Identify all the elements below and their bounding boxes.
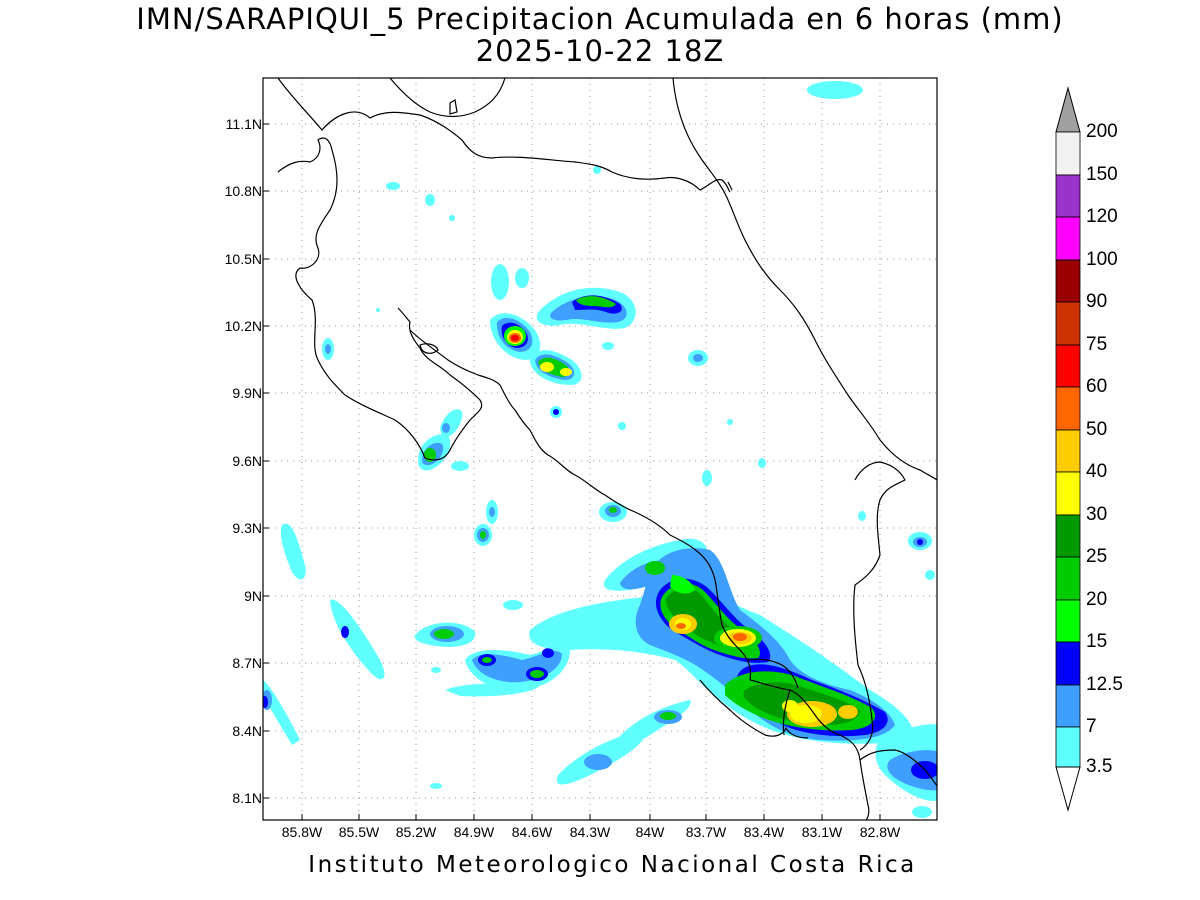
coastlines [277,78,937,820]
lat-label: 8.7N [232,655,262,671]
lat-label: 10.2N [224,318,262,334]
lon-label: 82.8W [859,824,901,840]
map-title: IMN/SARAPIQUI_5 Precipitacion Acumulada … [136,2,1064,36]
lat-label: 8.4N [232,723,262,739]
lon-label: 84W [635,824,665,840]
colorbar-label: 30 [1086,504,1108,525]
lon-label: 84.6W [511,824,553,840]
lat-label: 9.6N [232,453,262,469]
colorbar-label: 75 [1086,334,1108,355]
colorbar-label: 25 [1086,546,1108,567]
colorbar-label: 120 [1086,206,1118,227]
lon-label: 85.2W [395,824,437,840]
colorbar-label: 60 [1086,376,1108,397]
lon-label: 84.9W [453,824,495,840]
colorbar-label: 12.5 [1086,674,1123,695]
colorbar-label: 150 [1086,164,1118,185]
colorbar-label: 90 [1086,291,1108,312]
lat-label: 9N [244,588,262,604]
lat-label: 8.1N [232,790,262,806]
colorbar-label: 20 [1086,589,1108,610]
colorbar-label: 50 [1086,419,1108,440]
lat-label: 9.3N [232,520,262,536]
colorbar-label: 15 [1086,631,1108,652]
lon-label: 83.1W [801,824,843,840]
colorbar-label: 40 [1086,461,1108,482]
colorbar-min-arrow [1055,766,1081,812]
colorbar [1055,86,1081,812]
colorbar-label: 3.5 [1086,756,1113,777]
lat-label: 10.5N [224,251,262,267]
colorbar-label: 100 [1086,249,1118,270]
credit-text: Instituto Meteorologico Nacional Costa R… [308,852,917,878]
lon-label: 84.3W [569,824,611,840]
colorbar-max-arrow [1055,86,1081,133]
colorbar-label: 200 [1086,121,1118,142]
map-subtitle: 2025-10-22 18Z [475,34,725,68]
lat-label: 9.9N [232,385,262,401]
lon-label: 83.7W [685,824,727,840]
precipitation-field [263,81,937,818]
lat-label: 10.8N [224,183,262,199]
lon-label: 85.8W [281,824,323,840]
lon-label: 85.5W [338,824,380,840]
lon-label: 83.4W [743,824,785,840]
lat-label: 11.1N [225,116,262,132]
colorbar-label: 7 [1086,716,1097,737]
